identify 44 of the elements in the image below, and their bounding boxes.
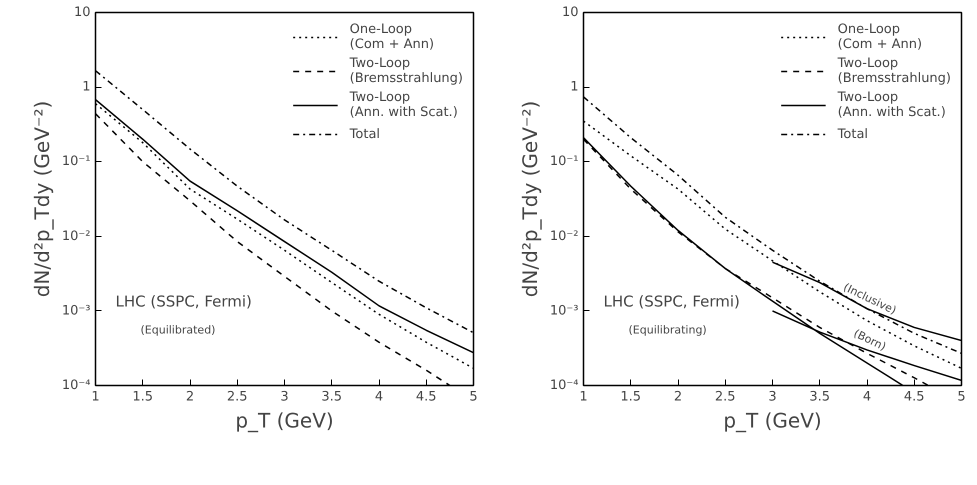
x-tick-label: 2 xyxy=(186,390,194,404)
x-tick-label: 4 xyxy=(374,390,384,404)
y-tick-label: 10⁻⁴ xyxy=(550,378,579,393)
x-tick-label: 2 xyxy=(674,390,682,404)
x-tick-label: 4.5 xyxy=(416,390,437,404)
legend-label: One-Loop (Com + Ann) xyxy=(838,22,922,52)
annotation: (Equilibrated) xyxy=(140,324,216,336)
y-axis-title: dN/d²p_Tdy (GeV⁻²) xyxy=(518,100,542,298)
y-tick-label: 10⁻² xyxy=(550,228,579,244)
x-tick-label: 3.5 xyxy=(809,390,830,404)
x-tick-label: 4.5 xyxy=(904,390,925,404)
y-tick-label: 10 xyxy=(74,5,91,20)
annotation: LHC (SSPC, Fermi) xyxy=(116,292,252,310)
annotation: LHC (SSPC, Fermi) xyxy=(604,292,740,310)
y-tick-label: 1 xyxy=(570,80,579,95)
legend-label: Two-Loop (Ann. with Scat.) xyxy=(838,90,946,120)
x-tick-label: 2.5 xyxy=(226,390,248,404)
x-tick-label: 1.5 xyxy=(132,390,154,404)
x-tick-label: 3 xyxy=(768,390,777,404)
y-tick-label: 10⁻¹ xyxy=(62,154,91,170)
annotation: (Equilibrating) xyxy=(628,324,707,336)
x-tick-label: 3 xyxy=(280,390,289,404)
x-tick-label: 1.5 xyxy=(620,390,642,404)
legend-label: Two-Loop (Bremsstrahlung) xyxy=(350,56,463,86)
x-axis-title: p_T (GeV) xyxy=(235,408,334,432)
x-tick-label: 5 xyxy=(957,390,966,404)
y-tick-label: 1 xyxy=(82,80,91,95)
y-tick-label: 10⁻³ xyxy=(550,303,579,318)
y-tick-label: 10⁻² xyxy=(62,228,91,244)
y-tick-label: 10⁻⁴ xyxy=(62,378,91,393)
y-tick-label: 10 xyxy=(562,5,579,20)
x-tick-label: 5 xyxy=(469,390,478,404)
legend-label: Total xyxy=(350,126,380,142)
y-axis-title: dN/d²p_Tdy (GeV⁻²) xyxy=(30,100,54,298)
legend-label: Total xyxy=(838,126,868,142)
x-tick-label: 4 xyxy=(862,390,872,404)
x-tick-label: 2.5 xyxy=(714,390,736,404)
x-tick-label: 3.5 xyxy=(321,390,342,404)
legend-label: Two-Loop (Bremsstrahlung) xyxy=(838,56,951,86)
x-axis-title: p_T (GeV) xyxy=(723,408,822,432)
y-tick-label: 10⁻¹ xyxy=(550,154,579,170)
legend-label: One-Loop (Com + Ann) xyxy=(350,22,434,52)
legend-label: Two-Loop (Ann. with Scat.) xyxy=(350,90,458,120)
y-tick-label: 10⁻³ xyxy=(62,303,91,318)
